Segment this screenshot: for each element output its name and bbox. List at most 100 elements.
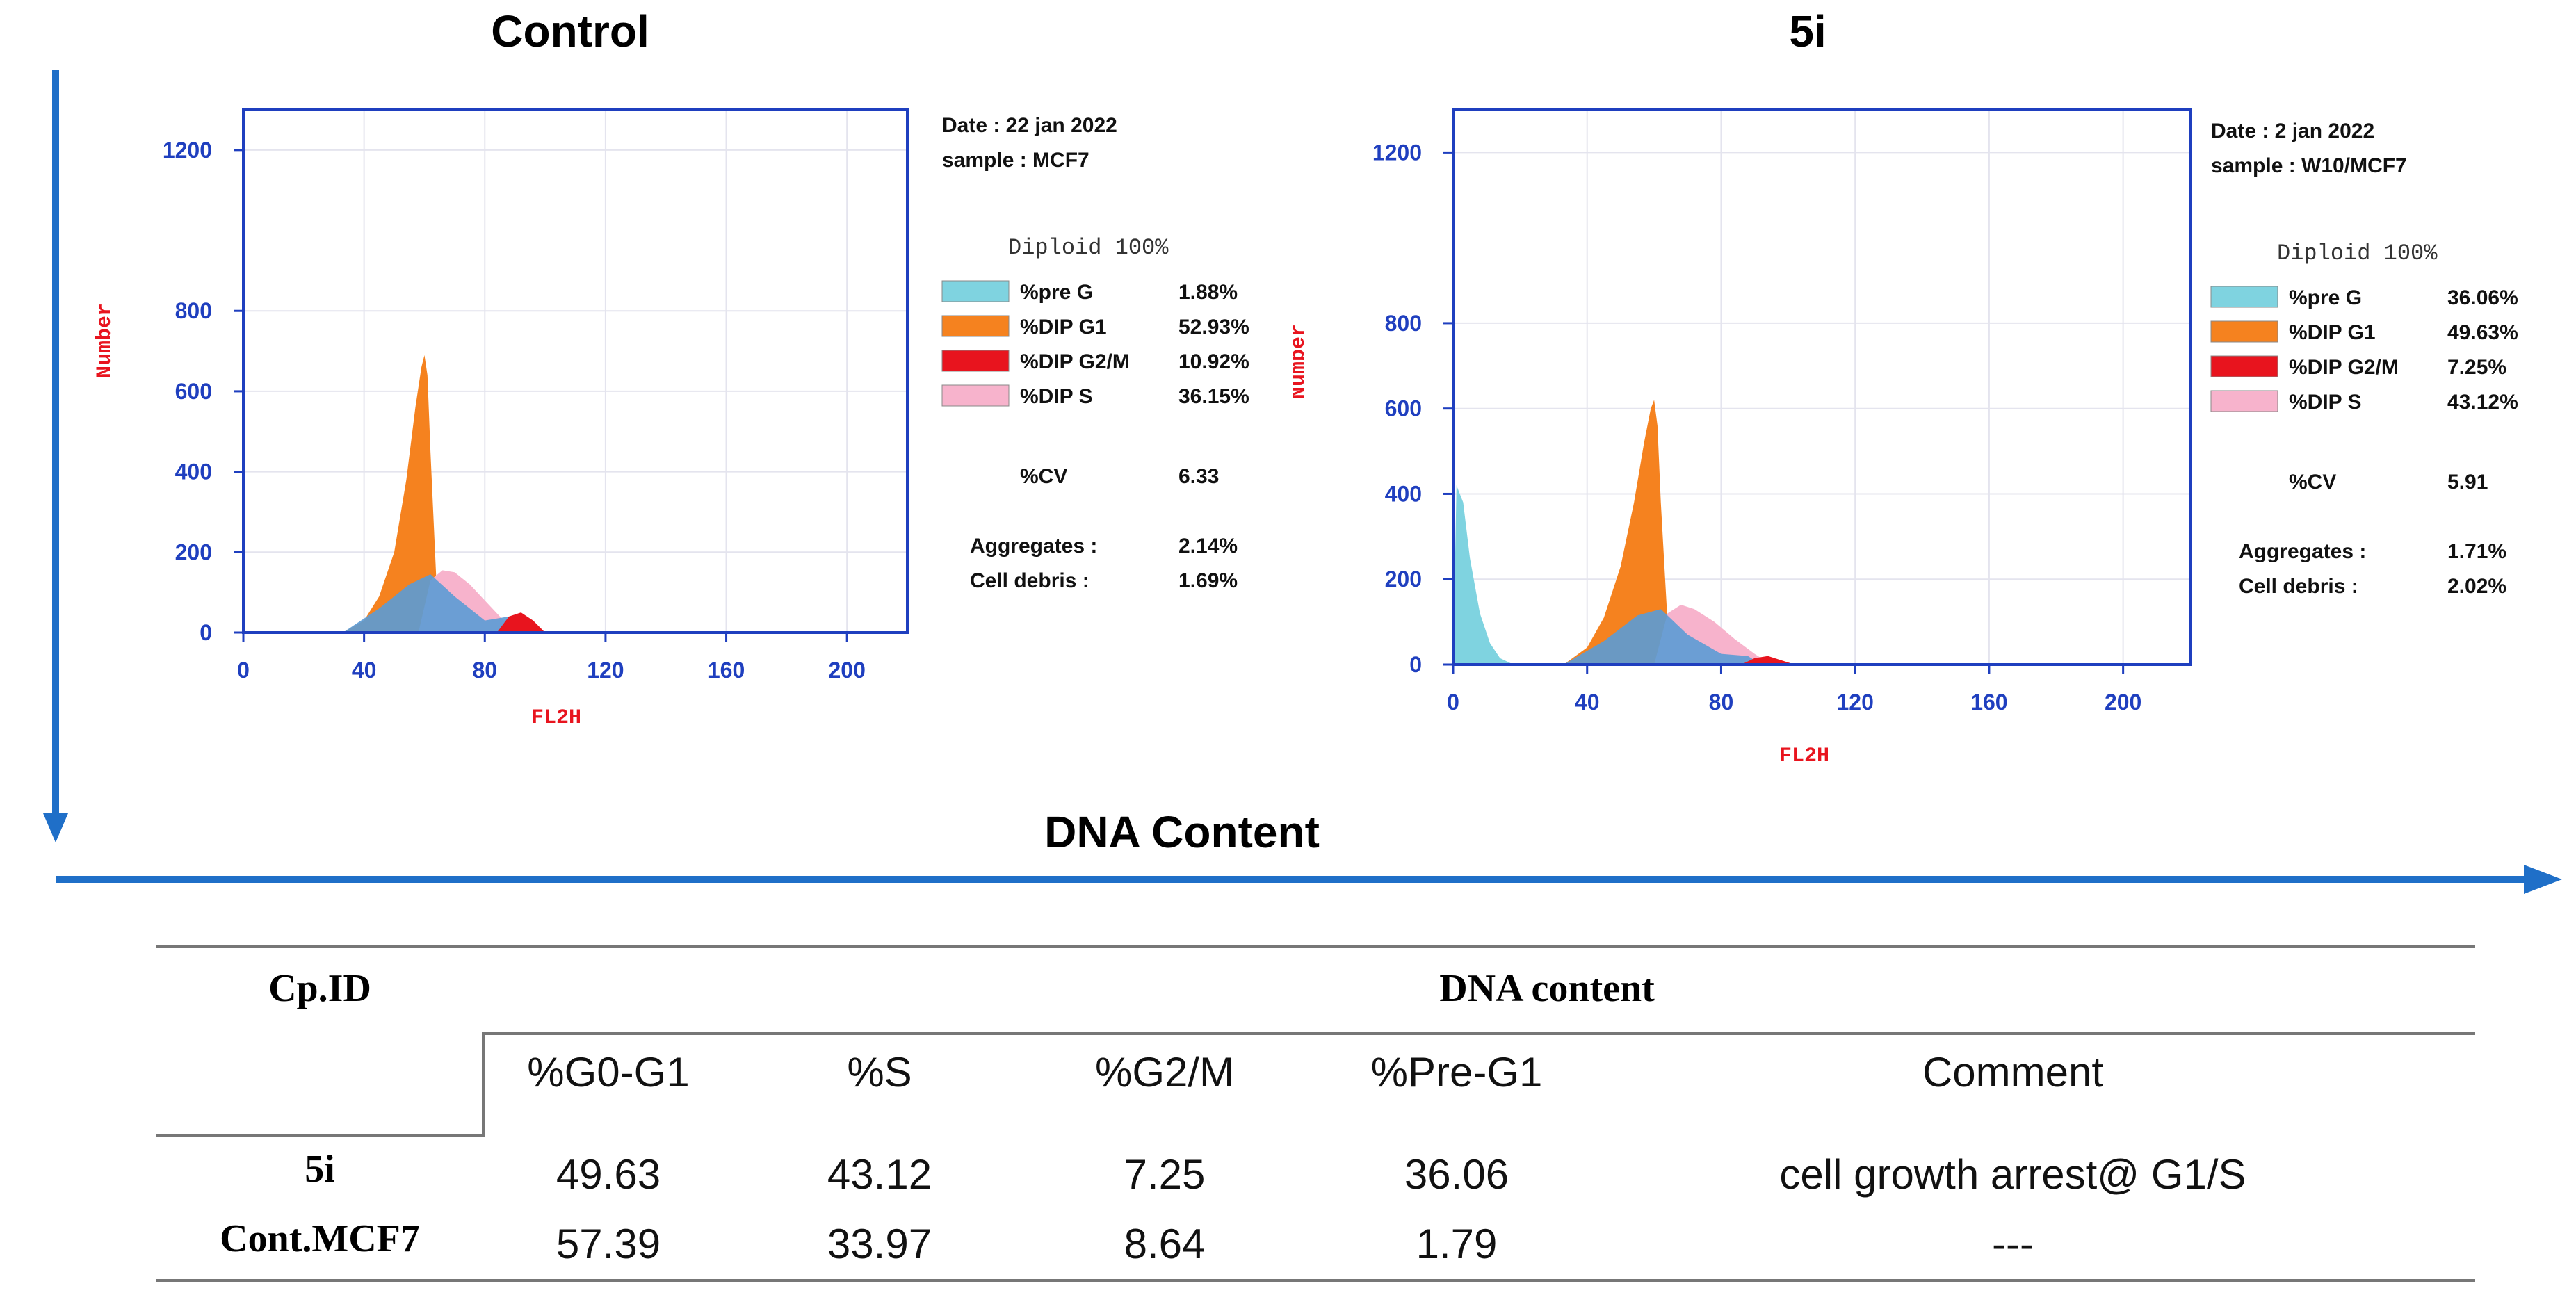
y-tick-label: 600	[175, 379, 212, 404]
table-row-id: Cont.MCF7	[220, 1217, 420, 1260]
results-table: Cp.ID DNA content %G0-G1 %S %G2/M %Pre-G…	[156, 945, 2475, 1293]
legend-value: 1.88%	[1178, 281, 1238, 304]
info-debris-label: Cell debris :	[970, 569, 1089, 592]
info-sample: sample : MCF7	[942, 149, 1089, 172]
dna-content-label: DNA Content	[1044, 807, 1320, 857]
table-header-dna: DNA content	[1439, 967, 1655, 1010]
legend-swatch-dipS	[2210, 390, 2278, 412]
x-tick-label: 40	[352, 658, 377, 683]
histogram-control: Number FL2H 0 40 80 120 160 200 0 200 400 600 800 1…	[93, 108, 1249, 730]
legend-swatch-preG	[2210, 286, 2278, 308]
histogram-5i: Number FL2H 0 40 80 120 160 200 0 200 400 600 800 1…	[1293, 108, 2518, 768]
table-cell: 49.63	[556, 1151, 661, 1198]
table-row-id: 5i	[305, 1148, 335, 1191]
series-area-dipG2M	[496, 612, 546, 633]
x-tick-label: 80	[1709, 690, 1734, 715]
info-cv-value: 6.33	[1178, 465, 1219, 488]
legend-swatch-dipG1	[941, 315, 1010, 337]
legend-label: %DIP G2/M	[1020, 350, 1130, 373]
info-sample: sample : W10/MCF7	[2211, 154, 2407, 177]
legend-value: 10.92%	[1178, 350, 1249, 373]
table-cell: 43.12	[827, 1151, 932, 1198]
x-tick-label: 120	[587, 658, 624, 683]
vertical-arrow	[43, 70, 68, 842]
info-debris-label: Cell debris :	[2239, 575, 2358, 598]
series-area-overlap	[343, 574, 515, 633]
x-tick-label: 120	[1836, 690, 1873, 715]
table-col-preg1: %Pre-G1	[1370, 1049, 1543, 1096]
legend-label: %DIP S	[1020, 385, 1093, 408]
x-tick-label: 160	[708, 658, 745, 683]
legend-swatch-dipG2M	[941, 350, 1010, 372]
y-tick-label: 600	[1385, 396, 1422, 421]
info-aggregates-label: Aggregates :	[2239, 540, 2366, 563]
y-axis-label: Number	[1293, 324, 1311, 399]
table-cell: 1.79	[1416, 1221, 1498, 1267]
y-tick-label: 1200	[1372, 140, 1422, 165]
legend-value: 36.06%	[2447, 286, 2518, 309]
legend-label: %DIP G1	[1020, 316, 1107, 339]
y-tick-label: 0	[200, 620, 212, 645]
series-area-dipG1	[343, 355, 443, 633]
table-col-g2m: %G2/M	[1094, 1049, 1235, 1096]
x-tick-label: 80	[472, 658, 497, 683]
y-tick-label: 200	[175, 539, 212, 564]
legend-value: 49.63%	[2447, 321, 2518, 344]
x-tick-label: 0	[1447, 690, 1459, 715]
table-cell: 8.64	[1124, 1221, 1206, 1267]
info-aggregates-value: 1.71%	[2447, 540, 2506, 563]
x-tick-label: 200	[2105, 690, 2141, 715]
info-debris-value: 1.69%	[1178, 569, 1238, 592]
legend-label: %pre G	[1020, 281, 1093, 304]
series-area-dipG2M	[1741, 656, 1795, 665]
table-header-cpid: Cp.ID	[268, 967, 371, 1010]
series-area-dipG1	[1564, 400, 1674, 665]
y-tick-label: 0	[1409, 652, 1422, 677]
x-tick-label: 40	[1575, 690, 1600, 715]
chart-title-5i: 5i	[1789, 6, 1826, 56]
table-cell: 7.25	[1124, 1151, 1206, 1198]
table-col-g0g1: %G0-G1	[527, 1049, 690, 1096]
x-axis-label: FL2H	[1779, 744, 1829, 768]
info-aggregates-value: 2.14%	[1178, 535, 1238, 557]
y-tick-label: 200	[1385, 567, 1422, 592]
table-cell: 57.39	[556, 1221, 661, 1267]
info-diploid: Diploid 100%	[1008, 235, 1169, 261]
legend-label: %DIP G1	[2289, 321, 2376, 344]
series-area-preG	[1453, 485, 1514, 665]
rule-mid	[483, 1032, 2475, 1035]
x-tick-label: 0	[237, 658, 250, 683]
info-cv-label: %CV	[1020, 465, 1067, 488]
legend-value: 43.12%	[2447, 391, 2518, 414]
info-date: Date : 22 jan 2022	[942, 114, 1117, 137]
legend-label: %DIP G2/M	[2289, 356, 2399, 379]
legend-value: 7.25%	[2447, 356, 2506, 379]
x-tick-label: 200	[828, 658, 865, 683]
plot-frame	[242, 108, 909, 634]
horizontal-arrow	[56, 865, 2562, 894]
legend-value: 36.15%	[1178, 385, 1249, 408]
legend-label: %pre G	[2289, 286, 2362, 309]
legend-label: %DIP S	[2289, 391, 2362, 414]
table-cell: ---	[1992, 1221, 2034, 1267]
y-tick-label: 800	[175, 298, 212, 323]
info-cv-value: 5.91	[2447, 471, 2488, 494]
table-col-s: %S	[847, 1049, 912, 1096]
info-date: Date : 2 jan 2022	[2211, 120, 2374, 142]
legend-value: 52.93%	[1178, 316, 1249, 339]
rule-bottom	[156, 1279, 2475, 1282]
table-cell: 36.06	[1404, 1151, 1509, 1198]
info-diploid: Diploid 100%	[2277, 241, 2438, 266]
legend-swatch-preG	[941, 280, 1010, 302]
rule-top	[156, 945, 2475, 948]
info-debris-value: 2.02%	[2447, 575, 2506, 598]
table-cell: 33.97	[827, 1221, 932, 1267]
info-aggregates-label: Aggregates :	[970, 535, 1097, 557]
y-tick-label: 1200	[163, 138, 212, 163]
rule-left	[156, 1134, 485, 1137]
info-cv-label: %CV	[2289, 471, 2336, 494]
table-col-comment: Comment	[1922, 1049, 2104, 1096]
table-cell: cell growth arrest@ G1/S	[1779, 1151, 2246, 1198]
x-tick-label: 160	[1970, 690, 2007, 715]
x-axis-label: FL2H	[531, 706, 581, 730]
